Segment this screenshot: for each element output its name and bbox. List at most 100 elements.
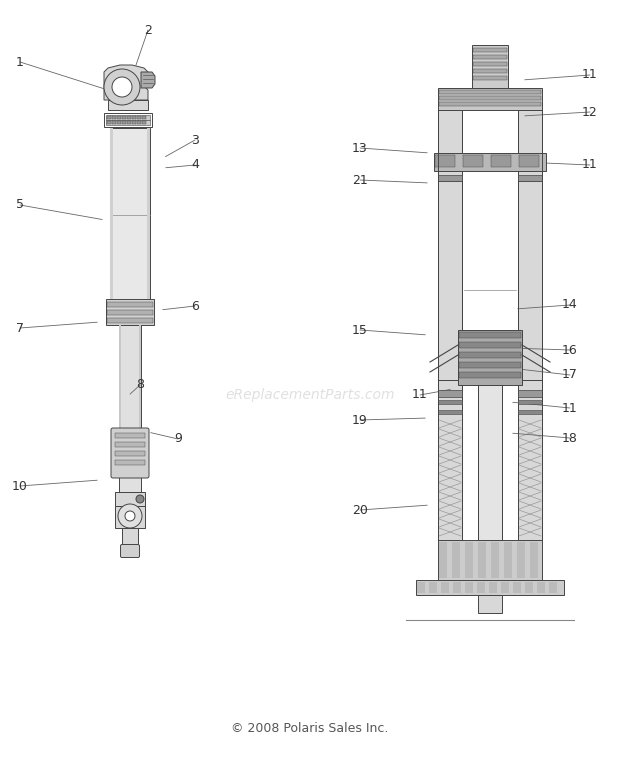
Bar — [518, 181, 542, 380]
Bar — [107, 302, 153, 307]
Bar — [459, 332, 521, 338]
Bar — [473, 62, 507, 66]
Bar — [417, 582, 425, 593]
Text: 12: 12 — [582, 105, 598, 119]
Bar — [429, 582, 437, 593]
Text: 11: 11 — [582, 69, 598, 81]
Bar — [438, 88, 542, 110]
Bar — [472, 45, 508, 88]
Bar — [434, 153, 546, 171]
Bar — [473, 48, 507, 52]
Bar — [518, 400, 542, 404]
Bar — [438, 181, 462, 380]
Bar — [115, 433, 145, 438]
Bar — [439, 96, 541, 100]
Bar — [107, 116, 111, 119]
Bar — [115, 506, 145, 528]
Bar — [452, 542, 460, 578]
Bar — [115, 460, 145, 465]
Bar — [530, 542, 538, 578]
Bar — [473, 76, 507, 80]
Bar — [435, 155, 455, 167]
Text: 21: 21 — [352, 173, 368, 187]
Bar — [147, 128, 150, 300]
Circle shape — [104, 69, 140, 105]
Text: 11: 11 — [412, 388, 428, 401]
Bar — [473, 55, 507, 59]
Bar — [549, 582, 557, 593]
Bar — [519, 155, 539, 167]
Bar — [107, 121, 111, 124]
Bar — [106, 120, 150, 125]
FancyBboxPatch shape — [120, 544, 140, 558]
Bar — [463, 155, 483, 167]
Polygon shape — [141, 72, 155, 88]
Text: 7: 7 — [16, 322, 24, 334]
Bar — [119, 325, 141, 430]
Polygon shape — [104, 65, 152, 100]
Bar — [465, 542, 473, 578]
Bar — [459, 362, 521, 368]
Bar — [127, 121, 131, 124]
Bar — [106, 299, 154, 325]
Bar — [453, 582, 461, 593]
Bar — [438, 400, 462, 404]
Circle shape — [118, 504, 142, 528]
Bar — [439, 542, 447, 578]
Bar — [491, 542, 499, 578]
Bar — [115, 451, 145, 456]
Bar — [104, 113, 152, 127]
Bar — [107, 318, 153, 323]
Bar — [518, 380, 542, 540]
Circle shape — [125, 511, 135, 521]
Bar — [439, 90, 541, 94]
Bar — [119, 476, 141, 492]
Bar — [137, 116, 141, 119]
Bar — [525, 582, 533, 593]
Bar — [117, 121, 121, 124]
Text: 19: 19 — [352, 413, 368, 426]
Bar — [459, 342, 521, 348]
Bar — [438, 540, 542, 580]
Bar — [122, 121, 126, 124]
Bar — [107, 310, 153, 315]
Text: 1: 1 — [16, 55, 24, 69]
Bar — [110, 128, 113, 300]
Bar — [139, 325, 141, 430]
Bar — [438, 110, 462, 205]
Bar — [122, 528, 138, 546]
Text: 3: 3 — [191, 134, 199, 147]
Text: 14: 14 — [562, 298, 578, 312]
Text: 8: 8 — [136, 379, 144, 391]
Bar — [504, 542, 512, 578]
Bar — [438, 380, 462, 540]
Text: 4: 4 — [191, 159, 199, 172]
Bar — [473, 69, 507, 73]
Text: 11: 11 — [562, 401, 578, 415]
Bar — [513, 582, 521, 593]
Circle shape — [136, 495, 144, 503]
Text: 5: 5 — [16, 198, 24, 212]
Bar — [110, 128, 150, 300]
Bar — [459, 372, 521, 378]
Bar — [459, 352, 521, 358]
Bar — [119, 325, 121, 430]
Bar — [132, 116, 136, 119]
Bar — [518, 390, 542, 397]
Bar — [438, 390, 462, 397]
Bar — [112, 116, 116, 119]
Bar — [117, 116, 121, 119]
Text: 9: 9 — [174, 433, 182, 445]
Text: 18: 18 — [562, 431, 578, 444]
Text: 6: 6 — [191, 299, 199, 312]
Text: 16: 16 — [562, 344, 578, 356]
Bar — [108, 100, 148, 110]
Text: © 2008 Polaris Sales Inc.: © 2008 Polaris Sales Inc. — [231, 722, 389, 734]
Bar — [489, 582, 497, 593]
Bar — [438, 410, 462, 414]
Bar — [142, 121, 146, 124]
Bar — [142, 116, 146, 119]
Bar — [477, 582, 485, 593]
Bar — [132, 121, 136, 124]
Bar — [517, 542, 525, 578]
